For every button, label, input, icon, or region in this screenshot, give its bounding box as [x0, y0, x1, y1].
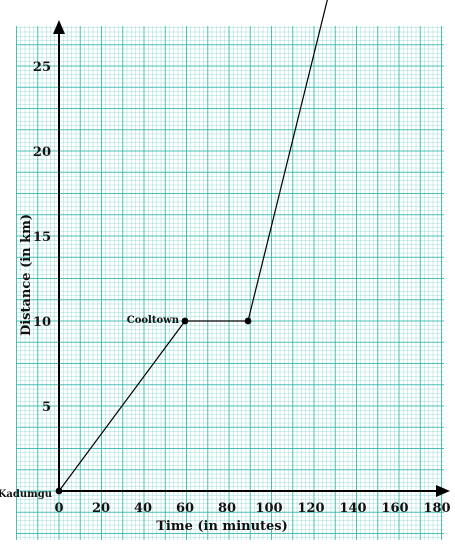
data-point [181, 317, 189, 325]
y-tick-label: 5 [42, 400, 51, 415]
series-line [58, 0, 328, 492]
x-tick-label: 140 [339, 501, 366, 516]
x-tick-label: 120 [297, 501, 324, 516]
minor-grid [16, 26, 444, 540]
data-point [55, 487, 63, 495]
y-tick-label: 20 [33, 145, 51, 160]
x-tick-label: 0 [54, 501, 63, 516]
point-label: Cooltown [127, 315, 180, 326]
series-layer [55, 0, 328, 495]
x-tick-label: 100 [255, 501, 282, 516]
y-tick-label: 15 [33, 230, 51, 245]
x-tick-label: 20 [92, 501, 110, 516]
x-tick-label: 40 [134, 501, 152, 516]
x-tick-label: 160 [381, 501, 408, 516]
graph-paper [16, 26, 444, 540]
x-axis-title: Time (in minutes) [156, 519, 288, 534]
x-tick-label: 60 [176, 501, 194, 516]
major-grid [16, 26, 444, 540]
axes [53, 20, 450, 497]
point-label: Kadumgu [0, 489, 52, 500]
x-tick-label: 80 [218, 501, 236, 516]
x-tick-label: 180 [423, 501, 450, 516]
x-axis-arrow [436, 485, 450, 497]
y-tick-label: 10 [33, 315, 51, 330]
y-axis-title: Distance (in km) [19, 214, 34, 336]
y-tick-label: 25 [33, 60, 51, 75]
point-labels: KadumguCooltownDatanu [0, 315, 180, 500]
data-point [244, 317, 252, 325]
y-axis-arrow [53, 20, 65, 34]
tick-labels: 0204060801001201401601805101520253035404… [33, 60, 451, 516]
